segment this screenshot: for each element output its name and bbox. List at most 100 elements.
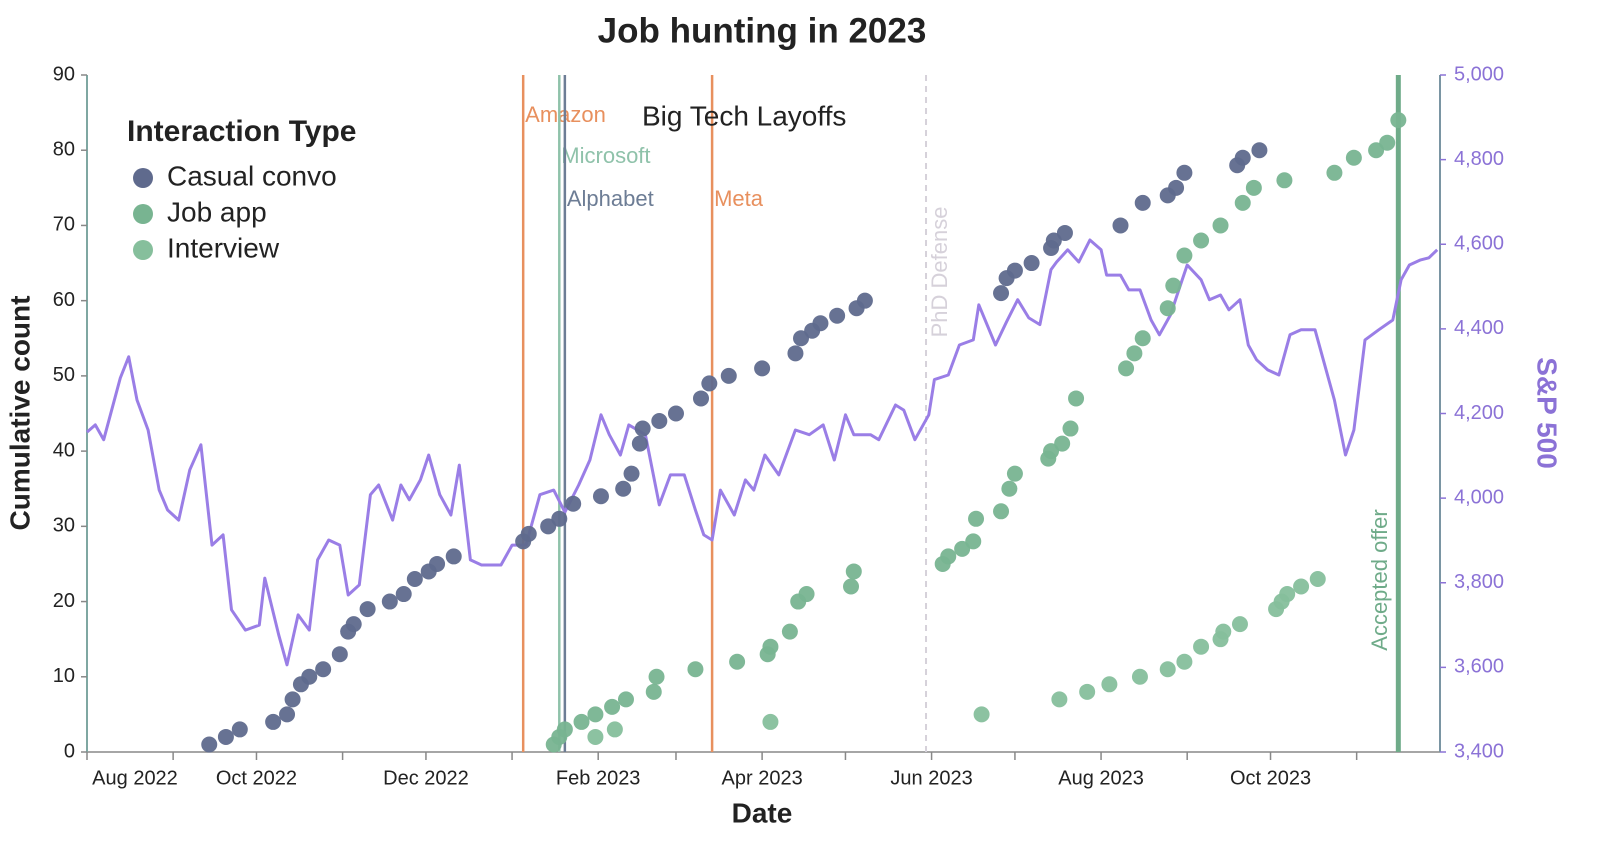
point [551,510,568,527]
point [1215,623,1232,640]
point [1165,277,1182,294]
point [1390,112,1407,129]
y2-tick-label: 3,400 [1454,740,1504,762]
point [1062,420,1079,437]
point [965,533,982,550]
y2-tick-label: 3,800 [1454,571,1504,593]
point [1006,262,1023,279]
point [729,653,746,670]
point [973,706,990,723]
point [762,713,779,730]
point [968,510,985,527]
point [1051,691,1068,708]
point [1231,616,1248,633]
point [687,661,704,678]
point [1118,360,1135,377]
legend-title: Interaction Type [127,115,356,148]
point [843,578,860,595]
chart-title: Job hunting in 2023 [598,11,927,50]
point [781,623,798,640]
point [623,465,640,482]
point [406,570,423,587]
point [1134,194,1151,211]
x-axis-title: Date [732,797,793,828]
point [345,616,362,633]
y-tick-label: 70 [53,214,75,236]
point [701,375,718,392]
x-tick-label: Oct 2023 [1230,767,1311,789]
y-tick-label: 30 [53,515,75,537]
point [592,488,609,505]
point [395,586,412,603]
y2-tick-label: 3,600 [1454,656,1504,678]
point [754,360,771,377]
point [1131,668,1148,685]
point [617,691,634,708]
point [1101,676,1118,693]
point [993,503,1010,520]
point [1168,179,1185,196]
point [1212,217,1229,234]
y2-tick-label: 5,000 [1454,63,1504,85]
point [845,563,862,580]
x-tick-label: Oct 2022 [216,767,297,789]
event-label: Accepted offer [1367,509,1392,650]
y2-axis-title: S&P 500 [1532,357,1563,469]
y2-tick-label: 4,000 [1454,486,1504,508]
point [231,721,248,738]
legend-marker [133,240,153,260]
y-tick-label: 50 [53,364,75,386]
event-label: Alphabet [567,186,654,211]
y-tick-label: 40 [53,439,75,461]
point [1006,465,1023,482]
y-tick-label: 80 [53,139,75,161]
point [1193,638,1210,655]
point [1234,149,1251,166]
legend-marker [133,204,153,224]
event-label: Microsoft [561,143,650,168]
point [604,698,621,715]
x-tick-label: Feb 2023 [556,767,641,789]
point [279,706,296,723]
y2-tick-label: 4,800 [1454,148,1504,170]
point [993,285,1010,302]
point [651,413,668,430]
point [381,593,398,610]
point [565,495,582,512]
event-label: PhD Defense [927,207,952,338]
legend-label: Job app [167,196,267,227]
point [1079,683,1096,700]
sp500-line [86,238,1439,667]
point [331,646,348,663]
point [1309,570,1326,587]
point [762,638,779,655]
point [798,586,815,603]
point [573,713,590,730]
x-tick-label: Apr 2023 [722,767,803,789]
point [667,405,684,422]
point [1245,179,1262,196]
point [1279,586,1296,603]
point [1176,164,1193,181]
point [429,555,446,572]
point [856,292,873,309]
point [1276,172,1293,189]
point [1193,232,1210,249]
point [1326,164,1343,181]
point [606,721,623,738]
point [1176,653,1193,670]
x-tick-label: Dec 2022 [383,767,469,789]
point [1023,255,1040,272]
y-tick-label: 60 [53,289,75,311]
point [634,420,651,437]
point [787,345,804,362]
point [217,728,234,745]
x-tick-label: Jun 2023 [890,767,972,789]
point [812,315,829,332]
point [692,390,709,407]
event-label: Meta [714,186,764,211]
annotation-text: Big Tech Layoffs [642,100,846,131]
